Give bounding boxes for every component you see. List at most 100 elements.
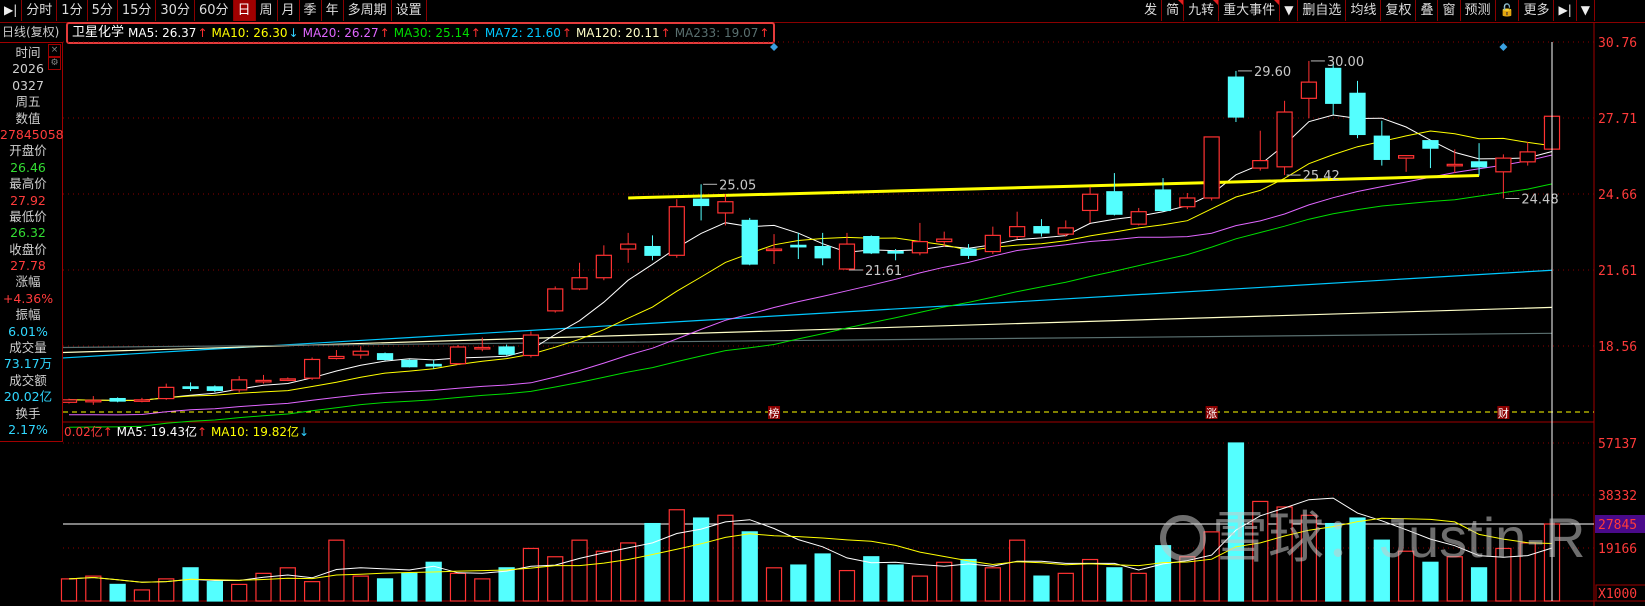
volume-bar: [571, 539, 588, 602]
function-button[interactable]: 九转: [1184, 0, 1220, 21]
function-button[interactable]: 叠: [1416, 0, 1439, 21]
period-toolbar: ▶| 分时 1分 5分 15分 30分 60分日周月季年多周期 设置: [0, 0, 427, 22]
volume-bar: [401, 572, 418, 602]
ma-legend-item[interactable]: MA120: 20.11: [575, 26, 660, 40]
volume-bar: [911, 575, 929, 602]
collapse-icon[interactable]: ▶|: [1554, 0, 1577, 21]
volume-bar: [1106, 567, 1123, 602]
dropdown-icon[interactable]: ▼: [1577, 0, 1595, 21]
candle-body: [376, 353, 394, 361]
period-button[interactable]: 60分: [195, 0, 234, 21]
candle-body: [1154, 189, 1172, 212]
event-marker: [768, 406, 781, 419]
candle-body: [1057, 227, 1074, 235]
candle-body: [595, 254, 612, 279]
volume-ma-line-ma10: [68, 517, 1553, 583]
volume-bar: [449, 572, 467, 602]
period-button[interactable]: 分时: [22, 0, 58, 21]
candle-body: [1081, 193, 1099, 212]
arrow-up-icon: ↑: [660, 26, 671, 40]
function-button[interactable]: 简: [1162, 0, 1185, 21]
info-label: 涨幅: [15, 274, 41, 290]
volume-bar: [1057, 572, 1074, 602]
candle: [182, 382, 199, 392]
candle: [1057, 220, 1074, 237]
candle-body: [522, 334, 540, 357]
info-label: 振幅: [15, 307, 41, 323]
period-button[interactable]: 周: [256, 0, 278, 21]
period-button[interactable]: 30分: [156, 0, 195, 21]
price-tick-label: 18.56: [1598, 340, 1637, 355]
function-button[interactable]: 删自选: [1298, 0, 1347, 21]
ma-legend-item[interactable]: MA5: 26.37: [128, 26, 197, 40]
candle-body: [1179, 197, 1196, 208]
period-button[interactable]: 15分: [118, 0, 157, 21]
volume-bar: [838, 569, 856, 602]
info-value: 26.32: [10, 225, 46, 241]
ma-legend-row: 日线(复权) 卫星化学 MA5: 26.37 ↑ MA10: 26.30 ↓ MA20:…: [0, 22, 1594, 44]
volume-bar: [765, 567, 783, 602]
candle-body: [1252, 160, 1269, 169]
candle: [449, 345, 467, 365]
candle: [1203, 136, 1220, 201]
volume-bar: [863, 556, 880, 602]
candle: [1081, 186, 1099, 223]
volume-current: 0.02亿: [64, 425, 103, 439]
candle: [85, 396, 102, 405]
close-icon[interactable]: ×: [48, 44, 61, 57]
info-panel: × ⚙ 时间 2026 0327 周五 数值 27845058 开盘价 26.46 最高价 27.…: [0, 42, 64, 442]
price-tick-label: 24.66: [1598, 188, 1637, 203]
function-button[interactable]: 发: [1140, 0, 1163, 21]
candle: [644, 235, 661, 261]
unit-box: [1595, 584, 1645, 602]
candle: [474, 337, 491, 352]
function-button[interactable]: 复权: [1381, 0, 1417, 21]
dropdown-icon[interactable]: ▼: [1280, 0, 1299, 21]
period-button[interactable]: 5分: [88, 0, 118, 21]
gear-icon[interactable]: ⚙: [48, 57, 61, 70]
function-button[interactable]: 窗: [1438, 0, 1461, 21]
ma-legend-item[interactable]: MA10: 26.30: [211, 26, 288, 40]
candle-body: [1203, 136, 1220, 199]
period-button[interactable]: 季: [300, 0, 322, 21]
volume-bar: [474, 578, 491, 602]
volume-bar: [1227, 442, 1245, 602]
candle: [1130, 207, 1147, 226]
ma-legend-item[interactable]: MA72: 21.60: [484, 26, 561, 40]
candle: [1154, 178, 1172, 212]
period-button[interactable]: 多周期: [344, 0, 392, 21]
function-button[interactable]: 预测: [1461, 0, 1496, 21]
candle-body: [1325, 67, 1342, 104]
period-button[interactable]: 日: [233, 0, 256, 21]
event-marker-label: 榜: [769, 406, 780, 420]
period-button[interactable]: 设置: [392, 0, 427, 21]
volume-bar: [206, 581, 224, 602]
arrow-up-icon: ↑: [197, 425, 208, 439]
period-label[interactable]: 日线(复权): [2, 25, 60, 39]
function-button[interactable]: 重大事件: [1219, 0, 1281, 21]
volume-tick-label: 57137: [1598, 437, 1637, 452]
candle: [109, 397, 126, 403]
ma-legend-item[interactable]: MA233: 19.07: [674, 26, 759, 40]
candle-body: [765, 248, 783, 252]
event-marker: [1205, 406, 1218, 419]
candle: [1519, 141, 1536, 166]
period-button[interactable]: 月: [278, 0, 300, 21]
sidebar-toggle-icon[interactable]: ▶|: [0, 0, 23, 21]
price-annotation: 25.05: [719, 178, 756, 193]
volume-bar: [1470, 567, 1488, 602]
ma-legend-item[interactable]: MA30: 25.14: [393, 26, 470, 40]
volume-bar: [1033, 575, 1050, 602]
candle: [668, 199, 685, 258]
volume-bar: [814, 553, 831, 602]
ma-legend-item[interactable]: MA20: 26.27: [302, 26, 379, 40]
period-button[interactable]: 1分: [57, 0, 88, 21]
function-button[interactable]: 更多: [1519, 0, 1555, 21]
function-button[interactable]: 均线: [1346, 0, 1382, 21]
price-annotation: 25.42: [1303, 169, 1340, 184]
lock-icon[interactable]: 🔓: [1496, 0, 1520, 21]
candle: [692, 184, 710, 221]
arrow-down-icon: ↓: [298, 425, 310, 439]
period-button[interactable]: 年: [322, 0, 344, 21]
